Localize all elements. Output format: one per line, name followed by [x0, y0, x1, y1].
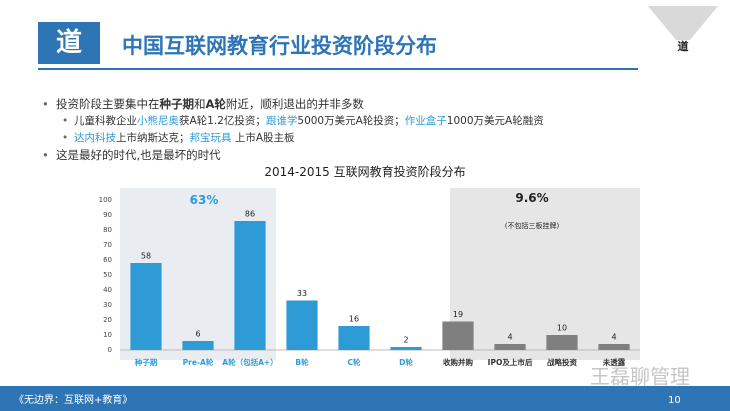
x-tick-label: C轮: [347, 357, 361, 367]
bullet-text: 达内科技: [74, 132, 116, 144]
x-tick-label: IPO及上市后: [488, 357, 533, 367]
x-tick-label: 未透露: [603, 357, 626, 367]
logo: 道: [38, 22, 100, 64]
bar: [390, 347, 422, 350]
bullet-text: 种子期: [159, 97, 195, 111]
annotation: (不包括三板挂牌): [505, 221, 560, 230]
value-label: 33: [297, 289, 307, 298]
x-tick-label: 战略投资: [547, 357, 577, 367]
bullet-text: 这是最好的时代,也是最坏的时代: [56, 148, 221, 162]
y-tick-label: 30: [103, 301, 112, 309]
highlight-box: [450, 188, 640, 360]
x-tick-label: A轮（包括A+）: [222, 357, 277, 367]
value-label: 58: [141, 252, 151, 261]
bullet-text: 和: [194, 97, 206, 111]
bar: [286, 300, 318, 350]
value-label: 16: [349, 315, 359, 324]
bar: [130, 263, 162, 350]
y-tick-label: 80: [103, 226, 112, 234]
y-tick-label: 0: [108, 346, 112, 354]
bullet: 儿童科教企业小熊尼奥获A轮1.2亿投资；跟谁学5000万美元A轮投资；作业盒子1…: [40, 113, 544, 130]
bullet-text: 跟谁学: [265, 115, 298, 127]
value-label: 86: [245, 210, 255, 219]
bullet-text: 获A轮1.2亿投资；: [179, 115, 266, 127]
y-tick-label: 100: [99, 196, 112, 204]
bullet-text: 投资阶段主要集中在: [56, 97, 160, 111]
bar: [546, 335, 578, 350]
value-label: 19: [453, 310, 463, 319]
x-tick-label: B轮: [295, 357, 309, 367]
bar: [234, 221, 266, 350]
footer-source: 《无边界：互联网+教育》: [14, 393, 132, 406]
annotation: 9.6%: [515, 191, 548, 205]
bar: [598, 344, 630, 350]
watermark: 王磊聊管理: [590, 365, 690, 389]
bullet-text: 附近，顺利退出的并非多数: [225, 97, 364, 111]
value-label: 4: [611, 333, 616, 342]
x-tick-label: Pre-A轮: [183, 357, 214, 367]
corner-label: 道: [678, 39, 689, 53]
bullet-text: 邦宝玩具: [189, 132, 232, 144]
x-tick-label: D轮: [399, 357, 413, 367]
bullet-text: 1000万美元A轮融资: [446, 115, 544, 127]
y-tick-label: 50: [103, 271, 112, 279]
corner-graphic: [648, 6, 718, 40]
bullet-text: 儿童科教企业: [74, 115, 137, 127]
y-tick-label: 20: [103, 316, 112, 324]
x-tick-label: 种子期: [134, 357, 158, 367]
y-tick-label: 90: [103, 211, 112, 219]
y-tick-label: 10: [103, 331, 112, 339]
bar: [442, 321, 474, 350]
footer-bar: [0, 386, 730, 411]
value-label: 2: [403, 336, 408, 345]
value-label: 6: [195, 330, 200, 339]
y-tick-label: 40: [103, 286, 112, 294]
bullet-list: 投资阶段主要集中在种子期和A轮附近，顺利退出的并非多数儿童科教企业小熊尼奥获A轮…: [40, 96, 544, 164]
annotation: 63%: [190, 193, 219, 207]
slide-title: 中国互联网教育行业投资阶段分布: [122, 34, 437, 58]
bullet: 达内科技上市纳斯达克；邦宝玩具 上市A股主板: [40, 130, 544, 147]
x-tick-label: 收购并购: [443, 357, 473, 367]
page-number: 10: [668, 395, 681, 406]
bar: [338, 326, 370, 350]
bullet-text: 作业盒子: [404, 115, 447, 127]
value-label: 4: [507, 333, 512, 342]
bar: [494, 344, 526, 350]
value-label: 10: [557, 324, 567, 333]
bullet: 这是最好的时代,也是最坏的时代: [40, 147, 544, 164]
bullet-text: 小熊尼奥: [137, 115, 179, 127]
bullet: 投资阶段主要集中在种子期和A轮附近，顺利退出的并非多数: [40, 96, 544, 113]
chart-title: 2014-2015 互联网教育投资阶段分布: [264, 164, 465, 179]
bullet-text: 5000万美元A轮投资；: [297, 115, 405, 127]
bullet-text: 上市A股主板: [231, 132, 295, 144]
y-tick-label: 60: [103, 256, 112, 264]
bar: [182, 341, 214, 350]
bullet-text: A轮: [205, 97, 226, 111]
bullet-text: 上市纳斯达克；: [116, 132, 190, 144]
y-tick-label: 70: [103, 241, 112, 249]
divider: [38, 68, 638, 70]
